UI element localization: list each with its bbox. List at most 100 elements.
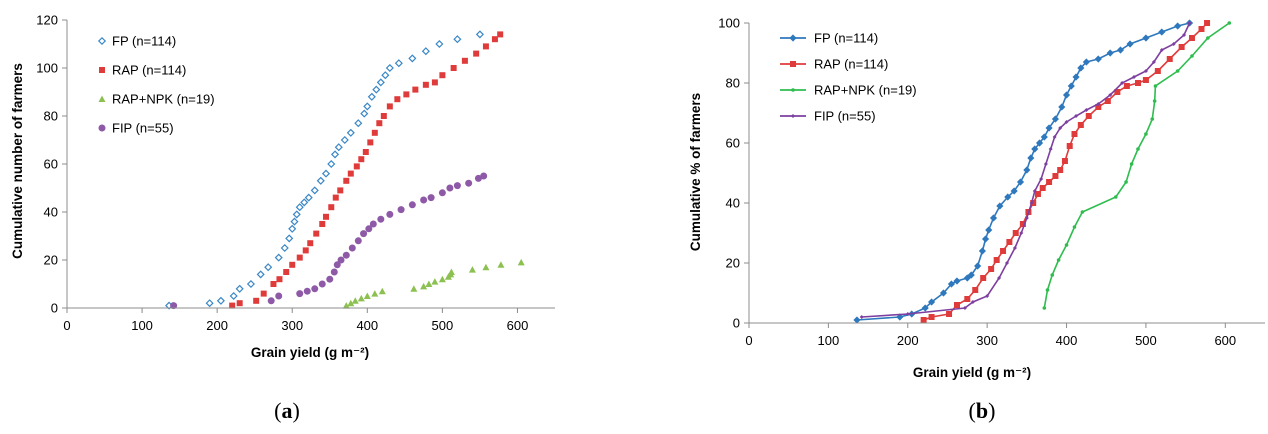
chart-b-legend-item: RAP (n=114)	[780, 57, 888, 72]
chart-b-data-point	[1174, 22, 1182, 30]
chart-a-data-point	[377, 215, 385, 223]
chart-b-data-point	[1027, 154, 1035, 162]
chart-a-data-point	[410, 285, 418, 292]
chart-b-data-point	[1010, 187, 1018, 195]
chart-a-data-point	[337, 256, 345, 264]
chart-a-data-point	[468, 266, 476, 273]
chart-a-y-tick-label: 120	[36, 13, 58, 28]
chart-a-data-point	[342, 302, 350, 309]
chart-b-data-point	[1052, 135, 1057, 139]
chart-a-data-point	[274, 253, 283, 262]
chart-b-data-point	[1136, 147, 1140, 151]
chart-a-series-3	[342, 258, 525, 309]
chart-a-data-point	[327, 159, 336, 169]
chart-a-data-point	[435, 39, 444, 49]
chart-b-data-point	[1114, 89, 1121, 95]
chart-b-series-line	[923, 22, 1208, 321]
chart-b-data-point	[928, 314, 935, 320]
chart-a-data-point	[474, 174, 482, 182]
chart-a-data-point	[256, 270, 265, 279]
chart-a-data-point	[465, 179, 473, 187]
chart-b-data-point	[985, 294, 990, 298]
chart-a-data-point	[420, 282, 428, 290]
chart-a-data-point	[447, 268, 455, 275]
chart-a-data-point	[381, 71, 390, 80]
chart-a-data-point	[310, 186, 319, 195]
chart-b-data-point	[853, 316, 861, 324]
chart-b-data-point	[1062, 91, 1071, 99]
chart-b-legend-marker	[791, 88, 795, 92]
chart-a-data-point	[450, 65, 457, 71]
chart-a-data-point	[342, 251, 350, 259]
chart-b-data-point	[1039, 185, 1046, 191]
chart-b-data-point	[1045, 124, 1053, 132]
chart-a-x-tick-label: 300	[281, 318, 303, 333]
chart-b-data-point	[1198, 26, 1205, 32]
chart-b-data-point	[1019, 221, 1026, 227]
chart-a-legend-item: RAP (n=114)	[99, 63, 186, 78]
chart-b-data-point	[988, 266, 995, 272]
chart-a-x-tick-label: 600	[507, 318, 529, 333]
chart-a-data-point	[318, 280, 326, 288]
chart-b-series-line	[1043, 22, 1230, 309]
chart-a-data-point	[397, 206, 405, 214]
chart-b-data-point	[905, 312, 910, 316]
chart-a-data-point	[311, 285, 319, 293]
chart-b-y-tick-label: 100	[718, 16, 740, 31]
chart-b-data-point	[1050, 273, 1055, 277]
chart-b-data-point	[1071, 131, 1078, 137]
chart-b-data-point	[1096, 102, 1101, 106]
chart-b-data-point	[1124, 180, 1128, 184]
chart-a-legend-item: FP (n=114)	[97, 34, 176, 49]
chart-a-legend-item: RAP+NPK (n=19)	[98, 92, 215, 107]
chart-a-x-tick-label: 0	[63, 318, 70, 333]
chart-a-y-tick-label: 60	[44, 157, 58, 172]
chart-a-data-point	[408, 54, 417, 63]
chart-a-data-point	[475, 30, 484, 39]
chart-a-data-point	[372, 85, 381, 94]
chart-a-data-point	[517, 258, 525, 266]
chart-b-data-point	[1067, 82, 1075, 90]
chart-b-data-point	[962, 306, 967, 310]
chart-b-data-point	[1034, 191, 1041, 197]
chart-b-x-tick-label: 200	[897, 333, 919, 348]
chart-b-data-point	[1064, 243, 1069, 247]
chart-a-data-point	[340, 135, 349, 145]
chart-b-data-point	[1204, 20, 1211, 26]
chart-a-legend-marker	[98, 124, 106, 132]
chart-b-series-line	[856, 22, 1190, 321]
chart-a-data-point	[425, 280, 433, 287]
chart-a-data-point	[491, 36, 498, 43]
chart-a-data-point	[480, 172, 488, 180]
chart-a-data-point	[420, 196, 428, 204]
chart-a-data-point	[321, 169, 331, 178]
chart-a-data-point	[482, 43, 489, 50]
chart-a-data-point	[289, 261, 296, 268]
chart-b-y-tick-label: 60	[726, 136, 740, 151]
chart-a-data-point	[264, 263, 273, 272]
chart-a-data-point	[326, 275, 334, 283]
chart-a-data-point	[337, 187, 344, 194]
chart-b-panel-label: (b)	[969, 398, 996, 423]
chart-b-data-point	[1012, 230, 1019, 236]
chart-b-data-point	[1085, 113, 1092, 119]
chart-b-data-point	[1039, 177, 1044, 181]
chart-a-data-point	[354, 119, 363, 128]
chart-b-data-point	[1046, 179, 1053, 185]
chart-a-data-point	[369, 220, 377, 228]
chart-a-data-point	[497, 31, 504, 38]
chart-b-series-line	[861, 22, 1191, 318]
chart-a-plot-area	[165, 30, 525, 310]
chart-b-series-3	[1042, 21, 1232, 310]
chart-a-legend-item: FIP (n=55)	[98, 121, 174, 136]
chart-b-data-point	[1056, 258, 1061, 262]
chart-b-data-point	[1031, 145, 1039, 153]
chart-a-data-point	[295, 203, 304, 212]
chart-a-data-point	[275, 292, 283, 300]
chart-a-legend-marker	[99, 67, 105, 73]
chart-a-legend-label: RAP+NPK (n=19)	[112, 92, 215, 107]
chart-a-data-point	[453, 35, 462, 44]
chart-a-y-tick-label: 80	[44, 109, 58, 124]
chart-b-data-point	[997, 276, 1002, 280]
chart-b-data-point	[1187, 21, 1192, 25]
